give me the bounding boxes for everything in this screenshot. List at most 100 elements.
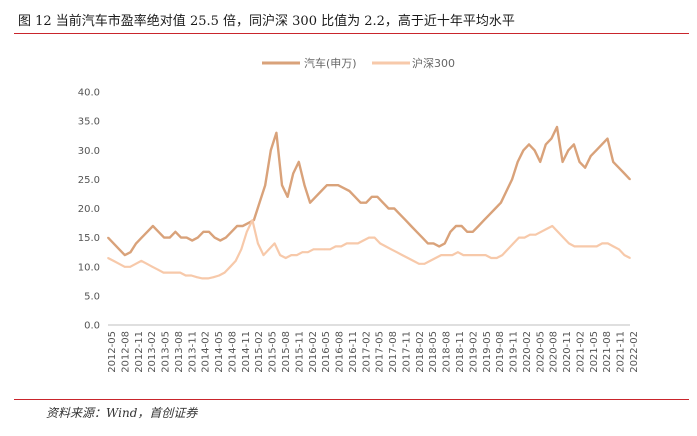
x-tick-label: 2018-08: [442, 331, 453, 373]
x-tick-label: 2020-05: [535, 331, 546, 373]
data-point: [550, 137, 553, 140]
x-tick-label: 2013-02: [147, 331, 158, 373]
x-tick-label: 2017-05: [375, 331, 386, 373]
data-point: [455, 225, 457, 227]
data-point: [495, 257, 498, 259]
data-point: [540, 230, 542, 233]
data-point: [345, 242, 348, 245]
series-line-csi300: [107, 219, 631, 280]
data-point: [323, 248, 326, 251]
data-point: [146, 230, 149, 233]
data-point: [629, 178, 631, 181]
data-point: [451, 254, 454, 256]
x-tick-label: 2018-02: [415, 331, 426, 373]
data-point: [518, 236, 520, 239]
data-point: [445, 254, 448, 256]
data-point: [523, 236, 526, 239]
data-point: [281, 184, 283, 187]
data-point: [488, 213, 491, 216]
data-point: [365, 201, 368, 204]
data-point: [368, 236, 370, 239]
x-tick-label: 2014-08: [227, 331, 238, 373]
data-point: [468, 254, 470, 256]
data-point: [623, 254, 626, 256]
legend-label: 汽车(申万): [304, 56, 357, 70]
data-point: [207, 277, 209, 280]
data-point: [174, 230, 177, 233]
y-tick-label: 20.0: [78, 204, 100, 215]
data-point: [107, 257, 109, 259]
data-point: [612, 245, 615, 248]
data-point: [506, 248, 509, 251]
data-point: [279, 254, 281, 256]
data-point: [522, 149, 525, 152]
data-point: [179, 271, 182, 274]
data-point: [314, 195, 317, 198]
data-point: [578, 161, 581, 163]
data-point: [107, 236, 109, 239]
y-tick-label: 30.0: [78, 146, 100, 157]
data-point: [331, 184, 334, 187]
x-tick-label: 2020-02: [522, 331, 533, 373]
x-tick-label: 2014-11: [241, 331, 252, 373]
data-point: [606, 137, 609, 140]
data-point: [262, 254, 265, 256]
x-tick-label: 2021-11: [616, 331, 627, 373]
x-tick-label: 2016-11: [348, 331, 359, 373]
y-tick-label: 15.0: [78, 233, 100, 244]
x-tick-label: 2015-08: [281, 331, 292, 373]
data-point: [140, 260, 143, 262]
data-point: [184, 274, 187, 277]
data-point: [443, 242, 446, 245]
data-point: [135, 242, 138, 245]
data-point: [180, 236, 182, 239]
x-tick-label: 2015-02: [254, 331, 265, 373]
data-point: [162, 271, 165, 274]
data-point: [208, 230, 210, 233]
data-point: [561, 161, 564, 163]
data-point: [606, 242, 609, 245]
x-tick-label: 2016-02: [308, 331, 319, 373]
x-tick-label: 2018-05: [428, 331, 439, 373]
x-tick-label: 2012-08: [120, 331, 131, 373]
data-point: [460, 225, 463, 227]
data-point: [573, 143, 575, 146]
data-point: [340, 245, 343, 248]
data-point: [196, 236, 199, 239]
data-point: [440, 254, 443, 256]
data-point: [500, 201, 502, 204]
data-point: [320, 190, 323, 192]
data-point: [387, 207, 390, 210]
data-point: [512, 242, 515, 245]
data-point: [118, 248, 121, 251]
y-tick-label: 10.0: [78, 262, 100, 273]
series-line-auto: [107, 125, 631, 257]
data-point: [505, 190, 508, 192]
data-point: [590, 245, 592, 248]
data-point: [466, 230, 469, 233]
data-point: [584, 166, 586, 169]
data-point: [112, 260, 115, 262]
data-point: [284, 257, 287, 259]
data-point: [415, 230, 418, 233]
data-point: [241, 225, 244, 227]
x-tick-label: 2021-08: [602, 331, 613, 373]
y-tick-label: 0.0: [84, 321, 100, 332]
data-point: [337, 184, 339, 187]
data-point: [623, 172, 626, 175]
data-point: [370, 195, 373, 198]
data-point: [567, 149, 570, 152]
data-point: [152, 225, 154, 227]
data-point: [173, 271, 176, 274]
data-point: [191, 239, 194, 242]
x-tick-label: 2012-11: [134, 331, 145, 373]
data-point: [251, 219, 254, 222]
data-point: [196, 276, 198, 279]
x-tick-label: 2015-11: [294, 331, 305, 373]
data-point: [264, 184, 267, 187]
data-point: [157, 230, 160, 233]
data-point: [297, 161, 300, 163]
data-point: [612, 161, 615, 163]
data-point: [556, 230, 559, 233]
